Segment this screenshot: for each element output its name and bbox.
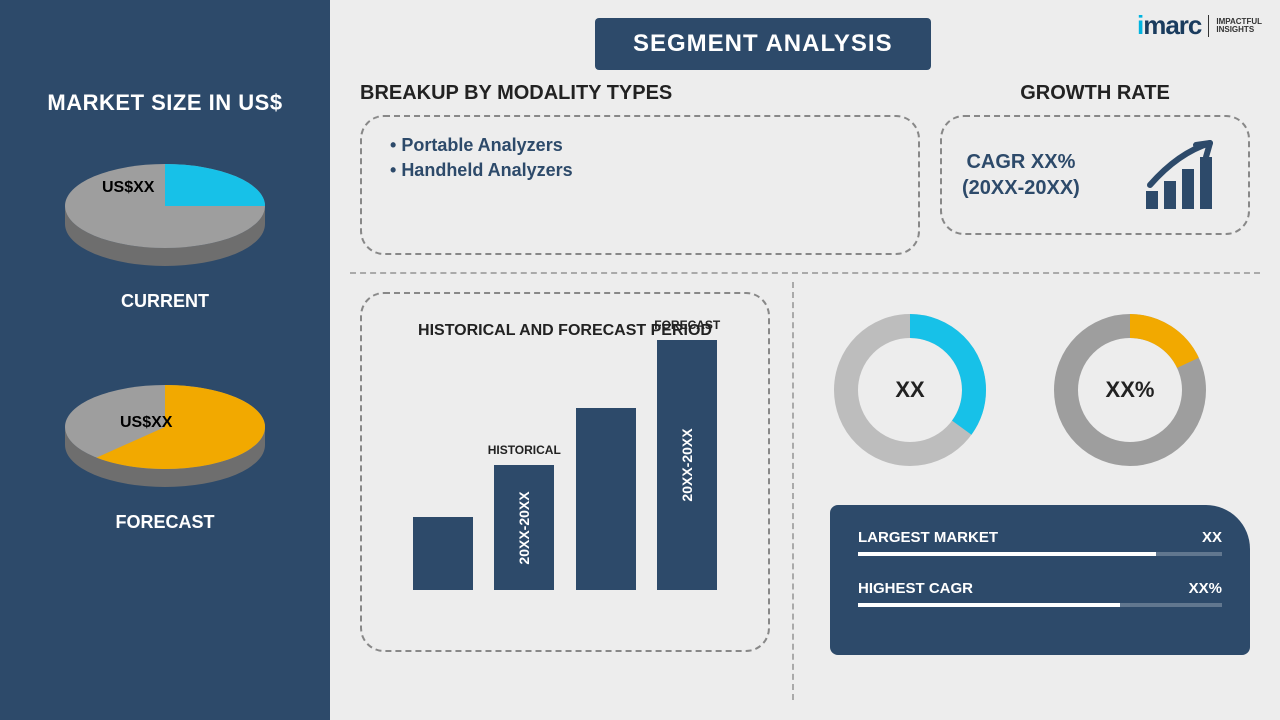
bar-chart: HISTORICAL20XX-20XX FORECAST20XX-20XX [402, 330, 728, 590]
brand-logo: imarc IMPACTFUL INSIGHTS [1137, 10, 1262, 41]
pie-current-caption: CURRENT [121, 291, 209, 312]
growth-box: CAGR XX% (20XX-20XX) [940, 115, 1250, 235]
modality-section: BREAKUP BY MODALITY TYPES Portable Analy… [360, 82, 920, 255]
page-title: SEGMENT ANALYSIS [595, 18, 931, 70]
donut-xx-pct-label: XX% [1106, 377, 1155, 403]
bar: FORECAST20XX-20XX [657, 340, 717, 590]
pie-current-svg [50, 141, 280, 281]
bar: HISTORICAL20XX-20XX [494, 465, 554, 590]
modality-title: BREAKUP BY MODALITY TYPES [360, 82, 920, 105]
growth-section: GROWTH RATE CAGR XX% (20XX-20XX) [940, 82, 1250, 235]
divider-vertical [792, 282, 794, 700]
modality-item: Handheld Analyzers [390, 160, 898, 181]
market-size-sidebar: MARKET SIZE IN US$ US$XX CURRENT US$XX F… [0, 0, 330, 720]
bar [413, 517, 473, 590]
pie-current-label: US$XX [102, 179, 154, 197]
pie-forecast-svg [50, 362, 280, 502]
donut-row: XX XX% [830, 310, 1210, 470]
brand-tagline: IMPACTFUL INSIGHTS [1216, 18, 1262, 34]
modality-item: Portable Analyzers [390, 135, 898, 156]
historical-forecast-section: HISTORICAL20XX-20XX FORECAST20XX-20XX HIS… [360, 292, 770, 652]
historical-forecast-box: HISTORICAL20XX-20XX FORECAST20XX-20XX HIS… [360, 292, 770, 652]
pie-forecast-caption: FORECAST [116, 512, 215, 533]
donut-xx-pct: XX% [1050, 310, 1210, 470]
market-info-box: LARGEST MARKETXX HIGHEST CAGRXX% [830, 505, 1250, 655]
modality-box: Portable Analyzers Handheld Analyzers [360, 115, 920, 255]
pie-forecast-label: US$XX [120, 414, 172, 432]
growth-text: CAGR XX% (20XX-20XX) [962, 149, 1080, 201]
growth-icon [1138, 135, 1228, 215]
info-row: LARGEST MARKETXX [858, 529, 1222, 556]
donut-xx-label: XX [895, 377, 924, 403]
pie-current: US$XX [50, 141, 280, 281]
brand-logo-text: imarc [1137, 10, 1201, 41]
sidebar-heading: MARKET SIZE IN US$ [47, 90, 282, 116]
divider-horizontal [350, 272, 1260, 274]
bar [576, 408, 636, 590]
donut-xx: XX [830, 310, 990, 470]
main-panel: imarc IMPACTFUL INSIGHTS SEGMENT ANALYSI… [330, 0, 1280, 720]
growth-title: GROWTH RATE [940, 82, 1250, 105]
modality-list: Portable Analyzers Handheld Analyzers [382, 135, 898, 181]
info-row: HIGHEST CAGRXX% [858, 580, 1222, 607]
pie-forecast: US$XX [50, 362, 280, 502]
